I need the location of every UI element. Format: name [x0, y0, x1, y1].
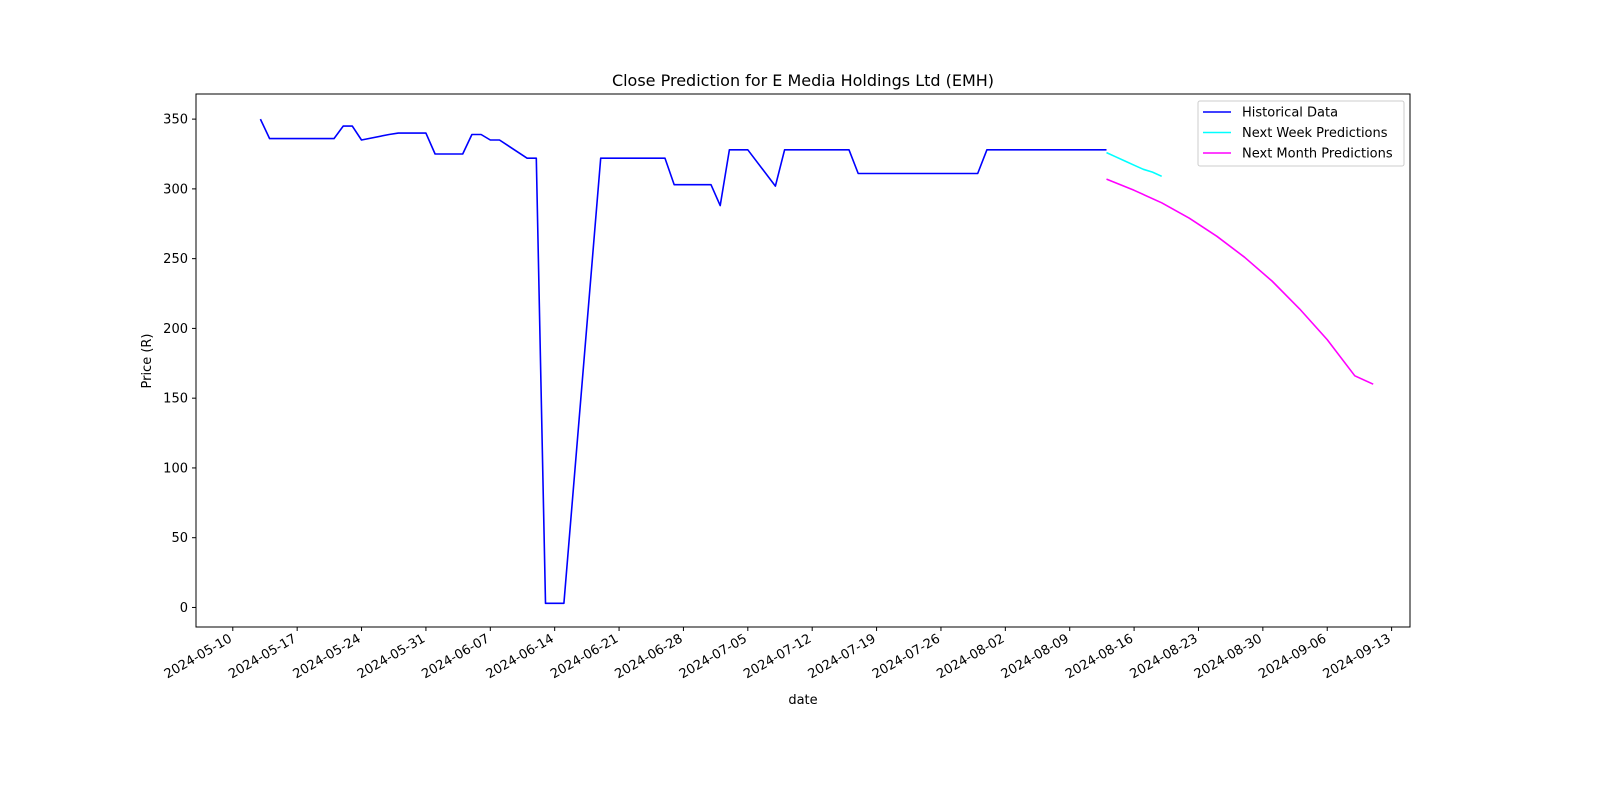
y-tick-label: 50 — [171, 531, 188, 546]
y-tick-label: 200 — [163, 322, 188, 337]
y-tick-label: 100 — [163, 461, 188, 476]
y-tick-label: 0 — [180, 601, 188, 616]
y-tick-label: 250 — [163, 252, 188, 267]
legend-label-0: Historical Data — [1242, 106, 1338, 121]
series-line-2 — [1106, 178, 1374, 385]
series-line-0 — [259, 118, 1107, 605]
y-tick-label: 150 — [163, 392, 188, 407]
plot-lines — [259, 118, 1374, 605]
chart-title: Close Prediction for E Media Holdings Lt… — [612, 71, 994, 90]
legend-box — [1197, 100, 1405, 167]
legend-label-1: Next Week Predictions — [1242, 126, 1388, 141]
x-axis-label: date — [788, 693, 817, 708]
y-axis: 0 50 100 150 200 250 300 350 — [163, 113, 196, 616]
plot-area-frame — [195, 93, 1411, 628]
y-axis-label: Price (R) — [140, 333, 155, 388]
legend-label-2: Next Month Predictions — [1242, 147, 1393, 162]
legend: Historical Data Next Week Predictions Next… — [1197, 100, 1405, 167]
y-tick-label: 300 — [163, 182, 188, 197]
y-tick-label: 350 — [163, 113, 188, 128]
series-line-1 — [1106, 151, 1163, 178]
